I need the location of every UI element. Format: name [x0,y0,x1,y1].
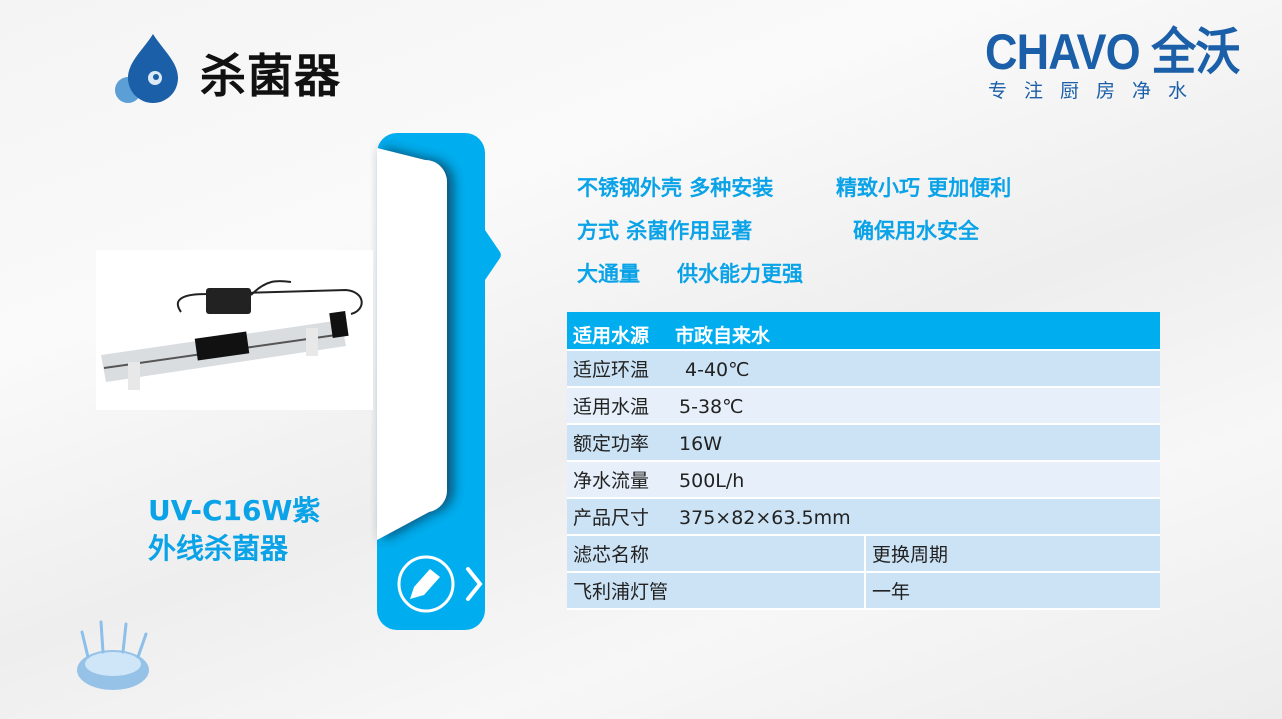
pencil-icon [397,555,455,613]
feature-text: 不锈钢外壳 多种安装 [577,176,774,200]
spec-header-row: 适用水源 市政自来水 [567,312,1160,351]
spec-value: 375×82×63.5mm [679,507,851,529]
brand-slogan: 专注厨房净水 [988,80,1205,102]
filter-period: 一年 [865,572,1160,610]
spec-label: 适用水温 [573,396,650,418]
table-row: 净水流量 500L/h [567,461,1160,499]
filter-name: 飞利浦灯管 [567,572,866,610]
spec-value: 4-40℃ [685,359,750,381]
product-image [96,250,373,410]
spec-label: 产品尺寸 [573,507,650,529]
brand-logo: CHAVO 全沃 [985,24,1240,80]
product-name-line2: 外线杀菌器 [148,532,289,565]
page-title: 杀菌器 [200,49,341,103]
filter-name-header: 滤芯名称 [567,535,866,573]
spec-table: 适用水源 市政自来水 适应环温 4-40℃ 适用水温 5-38℃ 额定功率 16W 净水… [567,312,1160,610]
spec-label: 净水流量 [573,470,650,492]
filter-header-row: 滤芯名称 更换周期 [567,535,1160,573]
feature-text: 方式 杀菌作用显著 [577,219,753,243]
edit-button[interactable] [396,555,491,615]
table-row: 额定功率 16W [567,424,1160,462]
spec-value: 500L/h [679,470,745,492]
spec-label: 额定功率 [573,433,650,455]
feature-text: 确保用水安全 [853,219,979,243]
spec-value: 5-38℃ [679,396,744,418]
product-name: UV-C16W紫 外线杀菌器 [148,492,320,568]
table-row: 飞利浦灯管 一年 [567,572,1160,610]
feature-text: 精致小巧 更加便利 [836,176,1012,200]
decorative-panel [377,133,501,630]
product-name-line1: UV-C16W紫 [148,494,321,527]
spec-label: 适应环温 [573,359,650,381]
feature-text: 大通量 [577,262,640,286]
filter-period-header: 更换周期 [865,535,1160,573]
spec-label: 适用水源 [573,325,650,347]
chevron-right-icon [466,567,483,601]
table-row: 产品尺寸 375×82×63.5mm [567,498,1160,536]
spec-value: 市政自来水 [675,325,771,347]
water-splash-icon [77,620,149,690]
table-row: 适应环温 4-40℃ [567,350,1160,388]
table-row: 适用水温 5-38℃ [567,387,1160,425]
water-drop-icon [115,34,178,103]
feature-text: 供水能力更强 [677,262,803,286]
spec-value: 16W [679,433,722,455]
